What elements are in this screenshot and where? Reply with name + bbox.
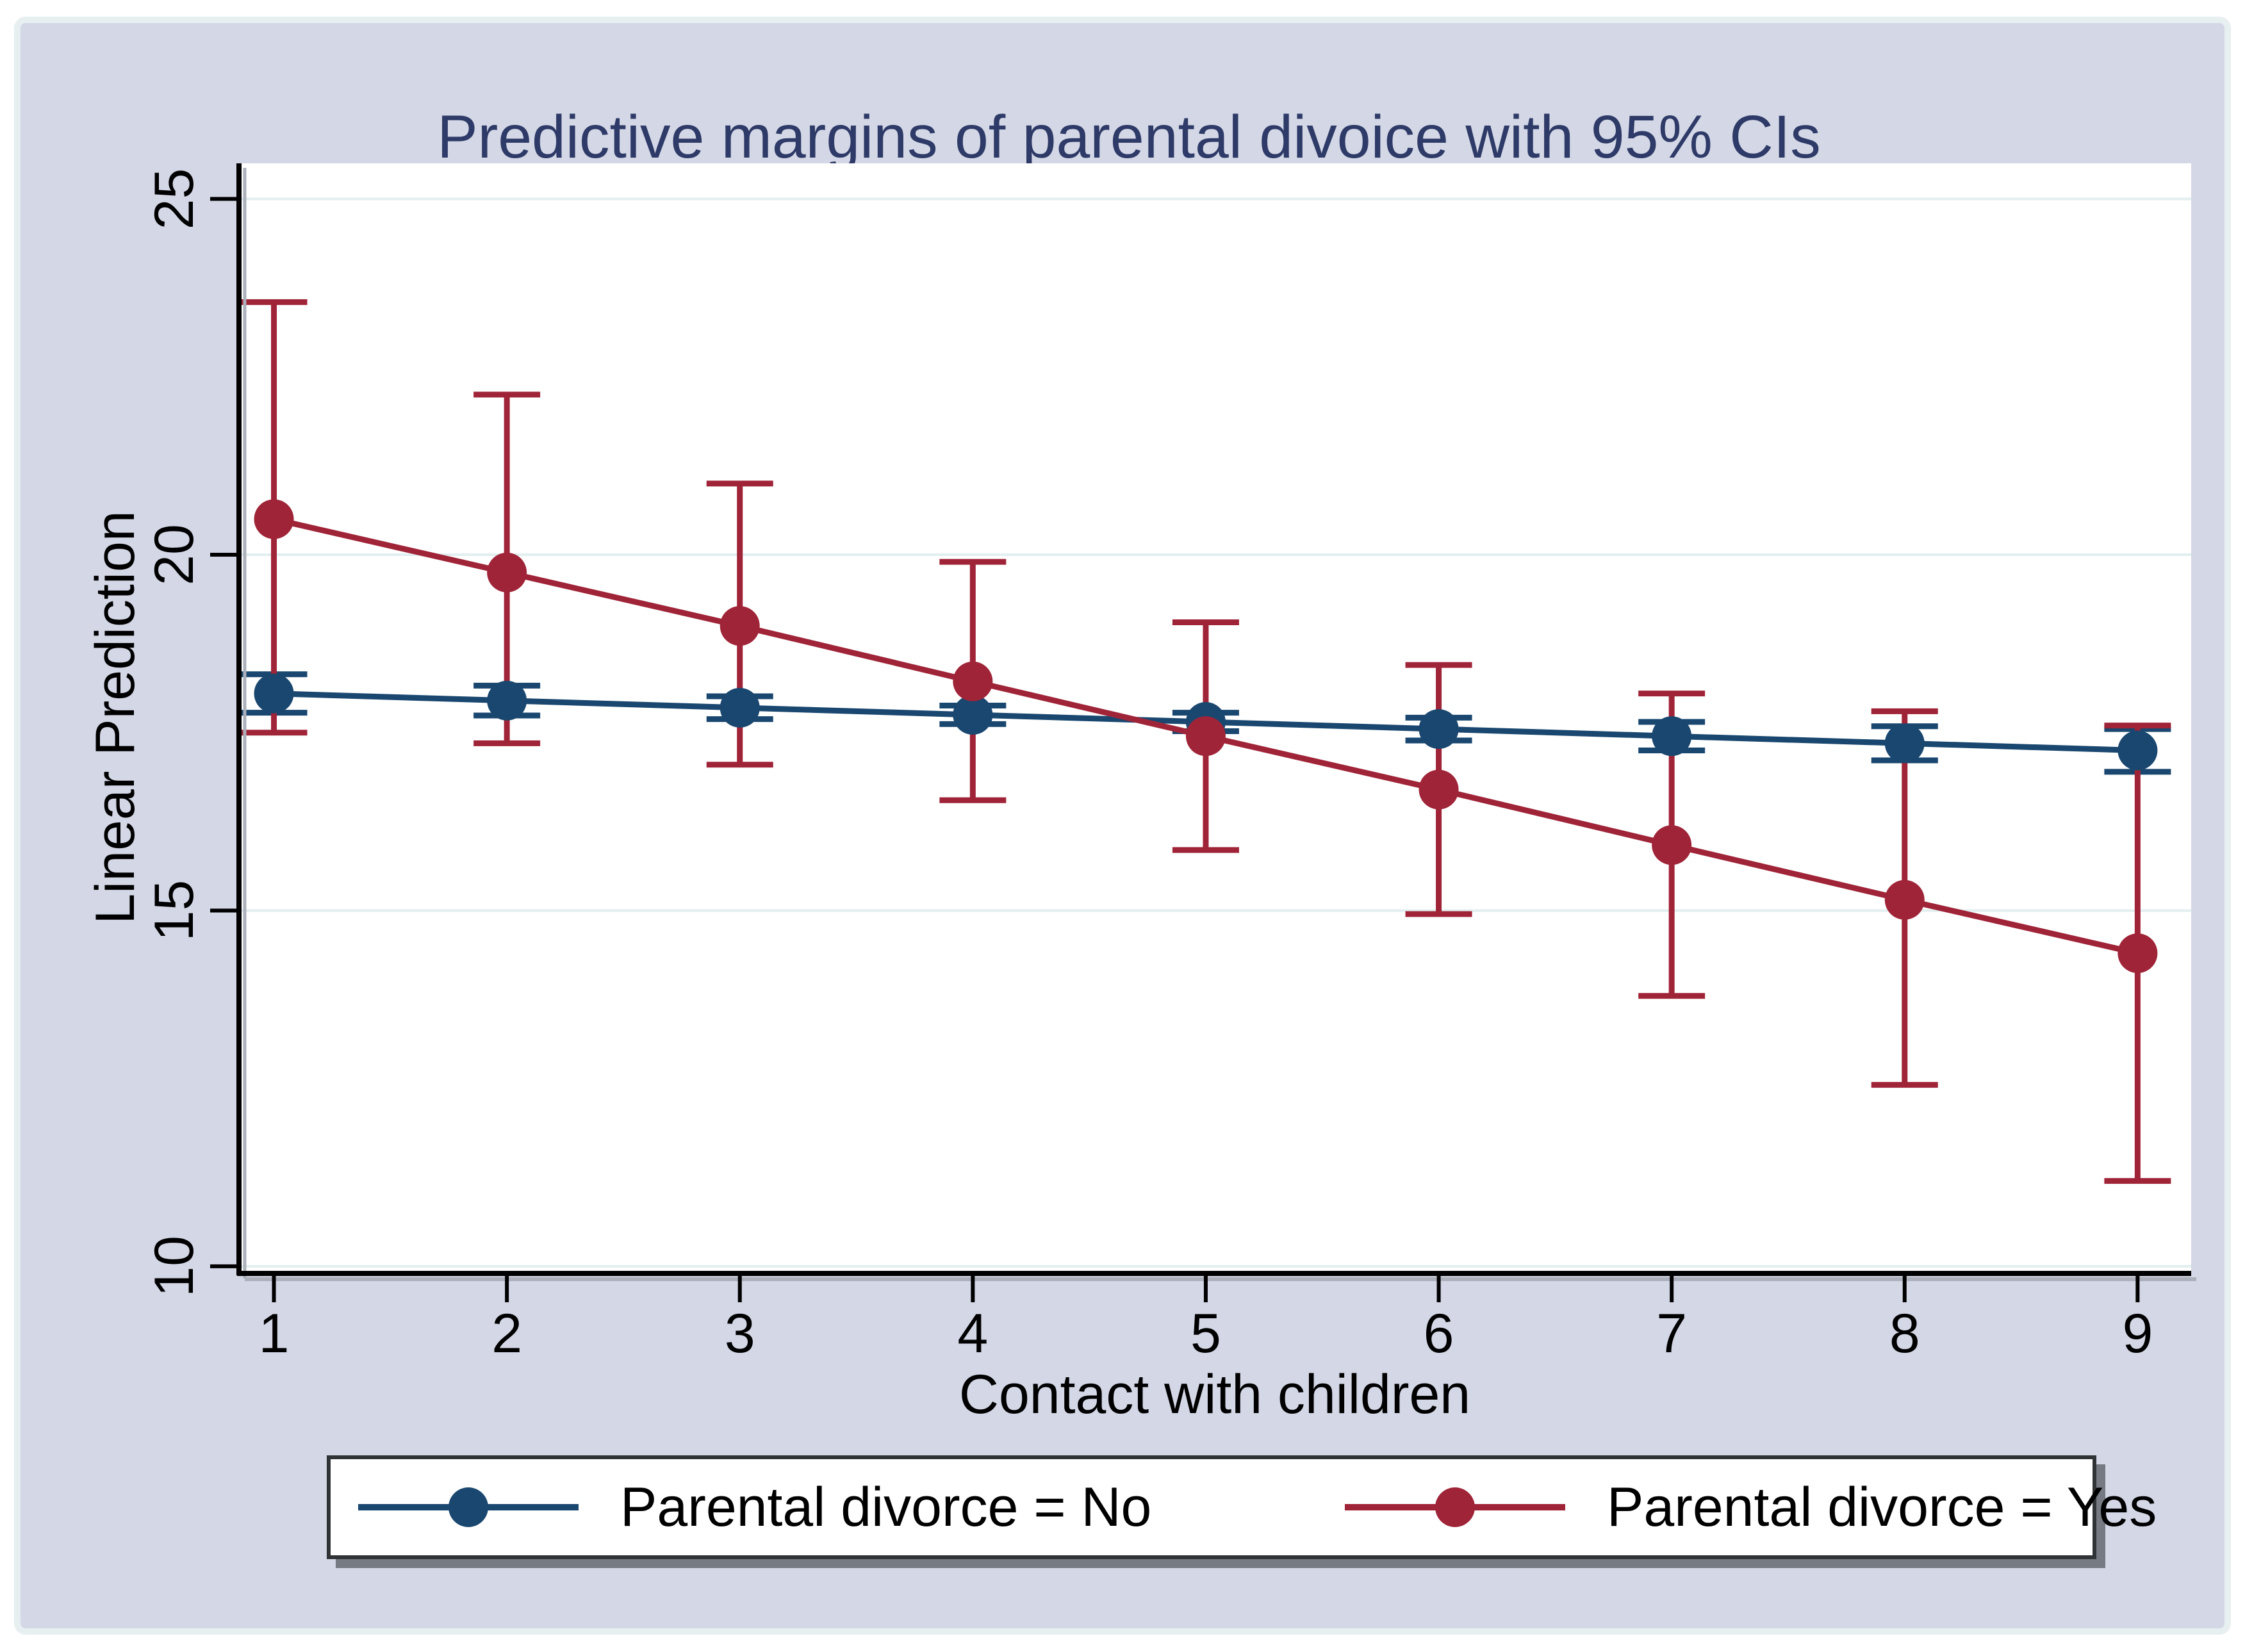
x-tick-label: 6 [1424, 1303, 1454, 1364]
data-point-marker [1419, 709, 1459, 749]
data-point-marker [953, 694, 993, 735]
tick-labels: 10 15 20 25 1 2 3 4 5 6 7 8 9 [144, 168, 2153, 1364]
data-point-marker [1419, 769, 1459, 810]
series-marks [240, 299, 2171, 1184]
y-axis-title: Linear Prediction [85, 511, 146, 924]
axes [210, 163, 2196, 1302]
figure-frame: Predictive margins of parental divoice w… [14, 17, 2231, 1635]
y-tick-label: 10 [144, 1236, 205, 1297]
data-point-marker [720, 687, 760, 728]
legend-label-yes: Parental divorce = Yes [1607, 1476, 2157, 1538]
x-axis-title: Contact with children [959, 1364, 1470, 1425]
data-point-marker [1884, 723, 1925, 764]
data-point-marker [953, 661, 993, 701]
x-tick-label: 9 [2122, 1303, 2153, 1364]
data-point-marker [254, 499, 294, 539]
data-point-marker [487, 680, 527, 721]
data-point-marker [487, 552, 527, 593]
legend-dot-yes [1435, 1487, 1475, 1527]
data-point-marker [1652, 716, 1692, 756]
data-point-marker [1652, 825, 1692, 865]
x-tick-label: 5 [1190, 1303, 1221, 1364]
legend: Parental divorce = No Parental divorce =… [327, 1455, 2157, 1559]
data-point-marker [1185, 716, 1226, 756]
legend-marker-no [358, 1487, 579, 1527]
legend-label-no: Parental divorce = No [620, 1476, 1152, 1538]
data-point-marker [2118, 933, 2158, 974]
x-tick-label: 2 [491, 1303, 522, 1364]
chart-title: Predictive margins of parental divoice w… [437, 103, 1821, 171]
data-point-marker [1884, 879, 1925, 920]
x-tick-label: 1 [259, 1303, 290, 1364]
y-tick-label: 25 [144, 168, 205, 230]
gridlines [239, 197, 2191, 1268]
legend-marker-yes [1345, 1487, 1565, 1527]
data-point-marker [720, 606, 760, 646]
x-tick-label: 4 [957, 1303, 988, 1364]
x-tick-label: 7 [1656, 1303, 1687, 1364]
data-point-marker [254, 673, 294, 714]
x-tick-label: 8 [1889, 1303, 1920, 1364]
x-tick-label: 3 [725, 1303, 755, 1364]
legend-dot-no [448, 1487, 488, 1527]
data-point-marker [2118, 730, 2158, 771]
y-tick-label: 15 [144, 880, 205, 942]
y-tick-label: 20 [144, 524, 205, 585]
